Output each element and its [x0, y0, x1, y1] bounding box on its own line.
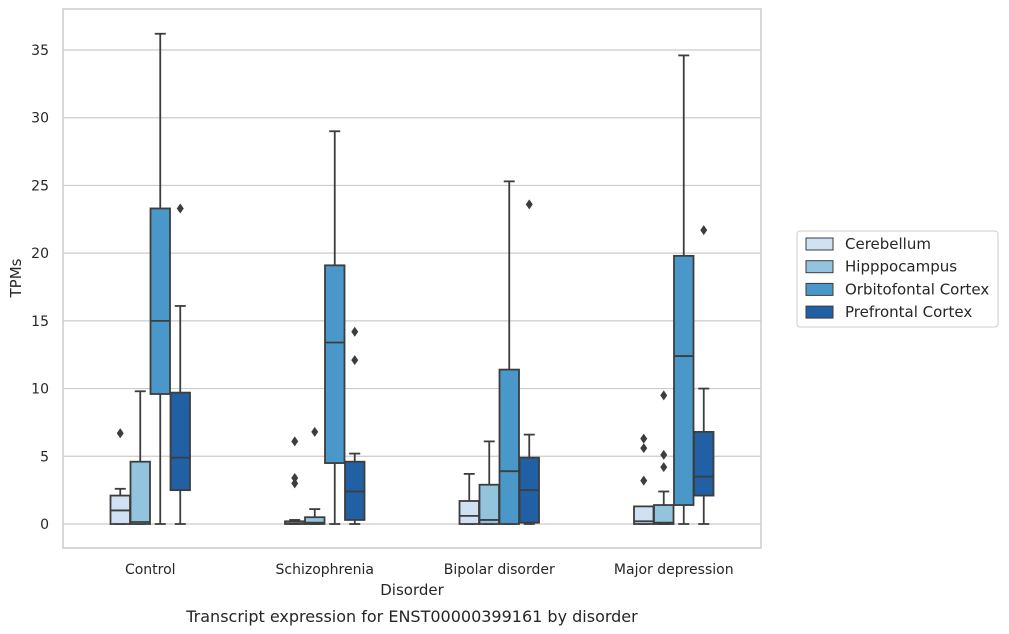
- legend-item: Orbitofontal Cortex: [805, 280, 989, 298]
- box: [169, 391, 191, 492]
- outlier-point: [640, 475, 648, 486]
- y-tick-label: 10: [31, 382, 49, 398]
- box-groups: [109, 32, 715, 525]
- outlier-point: [291, 436, 299, 447]
- box: [673, 254, 695, 506]
- legend-label: Cerebellum: [845, 235, 931, 253]
- box: [498, 368, 520, 525]
- legend-item: Cerebellum: [805, 235, 931, 253]
- box-group-major-depression: [633, 54, 715, 525]
- box: [693, 431, 715, 497]
- chart-caption: Transcript expression for ENST0000039916…: [185, 607, 638, 626]
- legend-swatch: [805, 282, 834, 296]
- legend-swatch: [805, 260, 834, 274]
- y-tick-labels: 0 5 10 15 20 25 30 35: [31, 43, 49, 533]
- box-group-bipolar-disorder: [458, 180, 540, 525]
- x-axis-label: Disorder: [380, 581, 444, 599]
- y-tick-label: 0: [40, 517, 49, 533]
- outlier-point: [660, 390, 668, 401]
- box: [653, 504, 675, 525]
- box: [149, 207, 171, 395]
- outlier-point: [116, 428, 124, 439]
- legend-swatch: [805, 305, 834, 319]
- outlier-point: [700, 225, 708, 236]
- y-tick-label: 25: [31, 178, 49, 194]
- legend: Cerebellum Hipppocampus Orbitofontal Corte…: [796, 230, 999, 328]
- y-tick-label: 30: [31, 111, 49, 127]
- outlier-point: [640, 433, 648, 444]
- x-tick-label: Major depression: [614, 562, 734, 578]
- y-tick-label: 35: [31, 43, 49, 59]
- y-tick-label: 15: [31, 314, 49, 330]
- x-tick-label: Schizophrenia: [276, 562, 374, 578]
- outlier-point: [291, 478, 299, 489]
- outlier-point: [660, 462, 668, 473]
- outlier-point: [351, 326, 359, 337]
- outlier-point: [291, 472, 299, 483]
- box-group-control: [109, 32, 191, 525]
- legend-label: Orbitofontal Cortex: [845, 280, 989, 298]
- legend-item: Hipppocampus: [805, 258, 957, 276]
- legend-item: Prefrontal Cortex: [805, 303, 972, 321]
- y-tick-label: 20: [31, 246, 49, 262]
- outlier-point: [660, 449, 668, 460]
- x-tick-label: Control: [125, 562, 176, 578]
- outlier-point: [176, 203, 184, 214]
- legend-label: Prefrontal Cortex: [845, 303, 972, 321]
- outlier-point: [351, 355, 359, 366]
- box: [324, 264, 346, 464]
- outlier-point: [525, 199, 533, 210]
- outlier-point: [640, 443, 648, 454]
- x-tick-labels: Control Schizophrenia Bipolar disorder Majo…: [125, 562, 734, 578]
- box: [458, 500, 480, 525]
- x-tick-label: Bipolar disorder: [444, 562, 555, 578]
- y-axis-label: TPMs: [7, 258, 25, 298]
- box-group-schizophrenia: [284, 130, 366, 525]
- legend-swatch: [805, 237, 834, 251]
- box: [478, 483, 500, 525]
- box: [129, 460, 151, 525]
- box: [304, 516, 326, 525]
- y-tick-label: 5: [40, 449, 49, 465]
- outlier-point: [311, 426, 319, 437]
- legend-frame: [796, 230, 999, 328]
- legend-label: Hipppocampus: [845, 258, 957, 276]
